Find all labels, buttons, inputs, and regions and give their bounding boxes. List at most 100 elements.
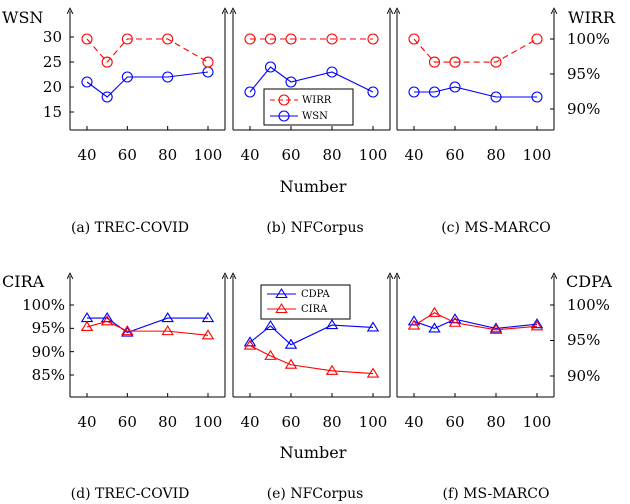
legend-label: WIRR <box>302 95 332 106</box>
legend-label: CDPA <box>301 289 330 300</box>
data-point-cira <box>80 320 94 331</box>
data-point-cdpa <box>264 319 277 331</box>
y-tick-label: 95% <box>567 65 600 83</box>
x-tick-label: 80 <box>486 146 505 164</box>
y-tick-label: 20 <box>43 78 62 96</box>
data-point-cdpa <box>530 318 544 329</box>
data-point-cira <box>121 325 134 336</box>
data-point-cdpa <box>407 315 421 326</box>
legend-box <box>260 284 351 320</box>
legend-marker <box>275 302 288 314</box>
data-point-cdpa <box>201 312 215 323</box>
series-line-cira <box>413 312 538 331</box>
x-tick-label: 60 <box>281 413 300 431</box>
right-axis-title-top: WIRR <box>568 8 616 27</box>
caption-a: (a) TREC-COVID <box>71 220 189 236</box>
data-point-wirr <box>428 56 441 68</box>
data-point-cira <box>284 358 298 369</box>
data-point-cira <box>325 364 339 375</box>
data-point-cira <box>161 325 174 336</box>
y-tick-label: 90% <box>32 343 65 361</box>
data-point-wirr <box>101 56 113 68</box>
data-point-wsn <box>531 91 543 103</box>
data-point-wirr <box>244 33 256 45</box>
data-point-cdpa <box>325 319 339 330</box>
y-tick-label: 90% <box>567 367 600 385</box>
data-point-wirr <box>408 33 420 45</box>
y-tick-label: 100% <box>22 296 65 314</box>
data-point-wsn <box>490 91 502 103</box>
x-tick-label: 80 <box>486 413 505 431</box>
data-point-wsn <box>428 86 441 98</box>
x-tick-label: 40 <box>404 413 423 431</box>
series-line-cdpa <box>87 317 208 334</box>
legend-marker <box>278 94 290 106</box>
data-point-cdpa <box>284 338 298 349</box>
data-point-cira <box>201 329 215 340</box>
x-tick-label: 40 <box>77 413 96 431</box>
data-point-wirr <box>121 33 133 45</box>
data-point-cira <box>530 320 544 331</box>
data-point-cira <box>100 315 114 326</box>
data-point-cira <box>243 339 257 350</box>
data-point-wsn <box>326 66 338 78</box>
y-tick-label: 95% <box>32 319 65 337</box>
data-point-wirr <box>162 33 174 45</box>
left-axis-title-bottom: CIRA <box>2 272 45 291</box>
x-tick-label: 60 <box>118 413 137 431</box>
x-tick-label: 40 <box>240 413 259 431</box>
data-point-wsn <box>162 71 174 83</box>
data-point-wirr <box>81 33 93 45</box>
data-point-cdpa <box>80 312 94 323</box>
y-tick-label: 100% <box>567 30 610 48</box>
data-point-cdpa <box>366 321 380 332</box>
data-point-wsn <box>244 86 256 98</box>
series-line-cira <box>86 320 209 336</box>
x-tick-label: 80 <box>322 413 341 431</box>
data-point-cira <box>366 367 380 378</box>
data-point-wsn <box>408 86 420 98</box>
data-point-wirr <box>202 56 214 68</box>
data-point-wirr <box>449 56 461 68</box>
legend-label: CIRA <box>301 304 328 315</box>
data-point-wirr <box>264 33 277 45</box>
data-point-wirr <box>326 33 338 45</box>
data-point-cira <box>264 349 277 360</box>
x-tick-label: 40 <box>240 146 259 164</box>
y-tick-label: 85% <box>32 366 65 384</box>
x-tick-label: 40 <box>404 146 423 164</box>
left-axis-title-top: WSN <box>2 8 43 27</box>
data-point-wsn <box>449 81 461 93</box>
series-line-cdpa <box>413 318 538 330</box>
data-point-wirr <box>285 33 297 45</box>
data-point-wsn <box>101 91 113 103</box>
data-point-cdpa <box>428 322 441 333</box>
legend-box <box>263 88 354 126</box>
data-point-wsn <box>264 61 277 73</box>
data-point-cira <box>489 323 503 334</box>
x-tick-label: 80 <box>322 146 341 164</box>
series-line-wsn <box>414 86 537 98</box>
series-line-wsn <box>86 71 209 98</box>
legend-label: WSN <box>302 111 328 122</box>
x-tick-label: 100 <box>523 413 552 431</box>
data-point-wsn <box>81 76 93 88</box>
data-point-cira <box>428 306 441 317</box>
x-tick-label: 80 <box>158 413 177 431</box>
x-tick-label: 100 <box>194 413 223 431</box>
data-point-cdpa <box>161 312 174 323</box>
y-tick-label: 100% <box>567 296 610 314</box>
y-tick-label: 30 <box>43 28 62 46</box>
x-tick-label: 80 <box>158 146 177 164</box>
x-tick-label: 100 <box>523 146 552 164</box>
series-line-wirr <box>86 38 209 63</box>
series-line-wirr <box>413 38 538 63</box>
data-point-wirr <box>531 33 543 45</box>
data-point-cdpa <box>121 326 134 337</box>
x-tick-label: 60 <box>118 146 137 164</box>
caption-e: (e) NFCorpus <box>267 486 364 502</box>
series-line-cdpa <box>249 324 374 346</box>
data-point-wirr <box>367 33 379 45</box>
data-point-cira <box>448 316 462 327</box>
